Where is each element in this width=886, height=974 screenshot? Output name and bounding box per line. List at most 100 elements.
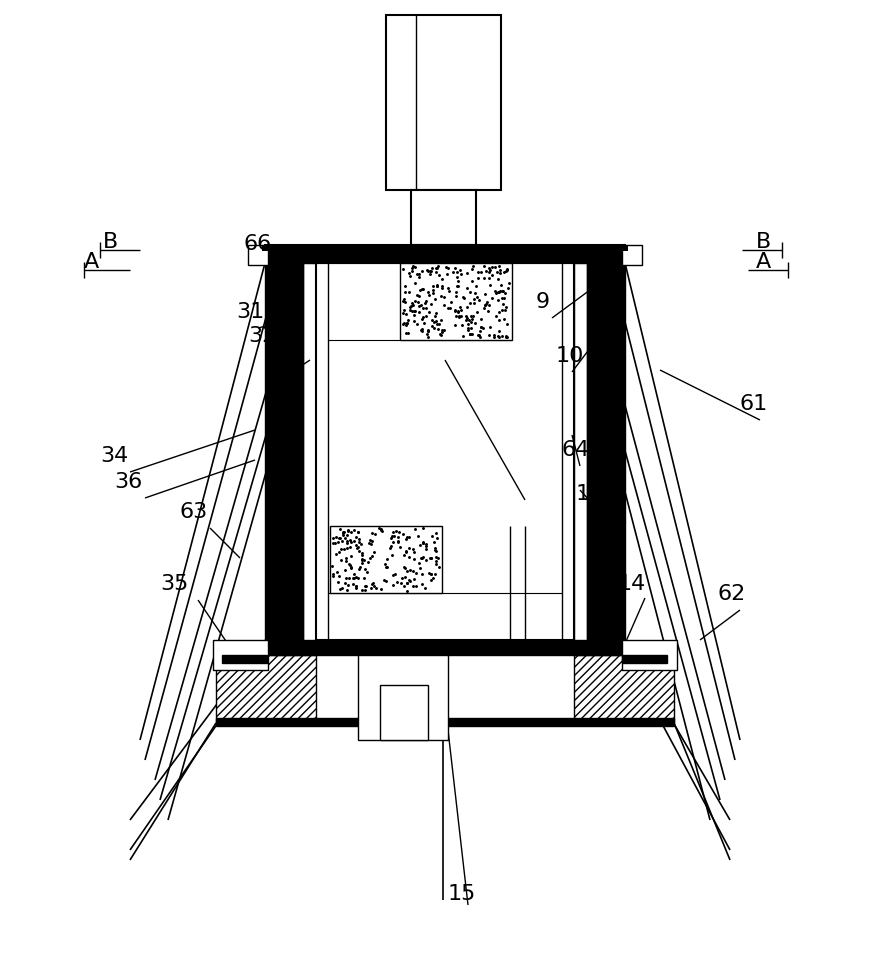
Point: [432, 559, 447, 575]
Point: [500, 263, 514, 279]
Point: [421, 322, 435, 338]
Point: [409, 579, 424, 594]
Point: [459, 312, 473, 327]
Point: [400, 316, 414, 331]
Point: [385, 577, 400, 592]
Point: [497, 311, 511, 326]
Point: [348, 581, 362, 596]
Point: [391, 534, 405, 549]
Point: [392, 530, 406, 545]
Point: [353, 534, 367, 549]
Point: [477, 270, 491, 285]
Point: [424, 263, 439, 279]
Point: [429, 556, 443, 572]
Point: [459, 309, 473, 324]
Point: [487, 329, 501, 345]
Point: [416, 316, 431, 331]
Point: [441, 281, 455, 296]
Point: [355, 582, 369, 598]
Point: [432, 326, 447, 342]
Point: [408, 259, 423, 275]
Point: [403, 269, 417, 284]
Point: [419, 300, 433, 316]
Point: [358, 582, 372, 598]
Point: [463, 326, 478, 342]
Point: [501, 281, 516, 296]
Point: [349, 578, 363, 593]
Point: [406, 297, 420, 313]
Point: [396, 527, 410, 543]
Point: [430, 316, 444, 331]
Point: [462, 313, 477, 328]
Point: [419, 552, 433, 568]
Point: [428, 541, 442, 556]
Point: [486, 290, 500, 306]
Point: [423, 267, 437, 282]
Point: [340, 523, 354, 539]
Point: [397, 547, 411, 563]
Point: [385, 547, 400, 563]
Text: 32: 32: [248, 326, 276, 346]
Point: [403, 573, 417, 588]
Point: [384, 530, 398, 545]
Point: [468, 315, 482, 330]
Text: 9: 9: [536, 292, 550, 312]
Point: [408, 313, 422, 328]
Point: [424, 296, 438, 312]
Point: [399, 294, 413, 310]
Point: [374, 521, 388, 537]
Point: [478, 258, 492, 274]
Point: [424, 550, 438, 566]
Point: [345, 525, 359, 541]
Point: [486, 327, 501, 343]
Point: [416, 549, 430, 565]
Point: [343, 533, 357, 548]
Point: [479, 294, 494, 310]
Point: [380, 551, 394, 567]
Point: [326, 536, 340, 551]
Point: [425, 282, 439, 298]
Point: [465, 274, 479, 289]
Point: [478, 286, 493, 302]
Point: [410, 287, 424, 303]
Point: [463, 319, 478, 335]
Point: [365, 534, 379, 549]
Bar: [411, 190, 476, 245]
Point: [401, 266, 416, 281]
Point: [406, 542, 420, 557]
Point: [399, 325, 413, 341]
Point: [408, 303, 422, 318]
Point: [400, 563, 414, 579]
Point: [340, 582, 354, 598]
Point: [415, 550, 429, 566]
Point: [397, 559, 411, 575]
Point: [400, 312, 415, 327]
Point: [336, 527, 350, 543]
Point: [372, 520, 386, 536]
Text: 31: 31: [236, 302, 264, 322]
Point: [366, 575, 380, 590]
Point: [461, 265, 475, 281]
Point: [492, 284, 506, 300]
Point: [424, 567, 439, 582]
Point: [440, 266, 455, 281]
Point: [414, 322, 428, 338]
Point: [427, 314, 441, 329]
Point: [401, 325, 416, 341]
Text: 10: 10: [556, 346, 585, 366]
Point: [452, 309, 466, 324]
Point: [412, 266, 426, 281]
Point: [496, 297, 510, 313]
Bar: [380, 685, 428, 740]
Point: [460, 310, 474, 325]
Point: [415, 263, 429, 279]
Bar: [386, 15, 501, 190]
Point: [441, 283, 455, 299]
Point: [358, 562, 372, 578]
Point: [497, 264, 511, 280]
Point: [452, 309, 466, 324]
Point: [378, 556, 392, 572]
Point: [343, 539, 357, 554]
Point: [466, 295, 480, 311]
Point: [488, 259, 502, 275]
